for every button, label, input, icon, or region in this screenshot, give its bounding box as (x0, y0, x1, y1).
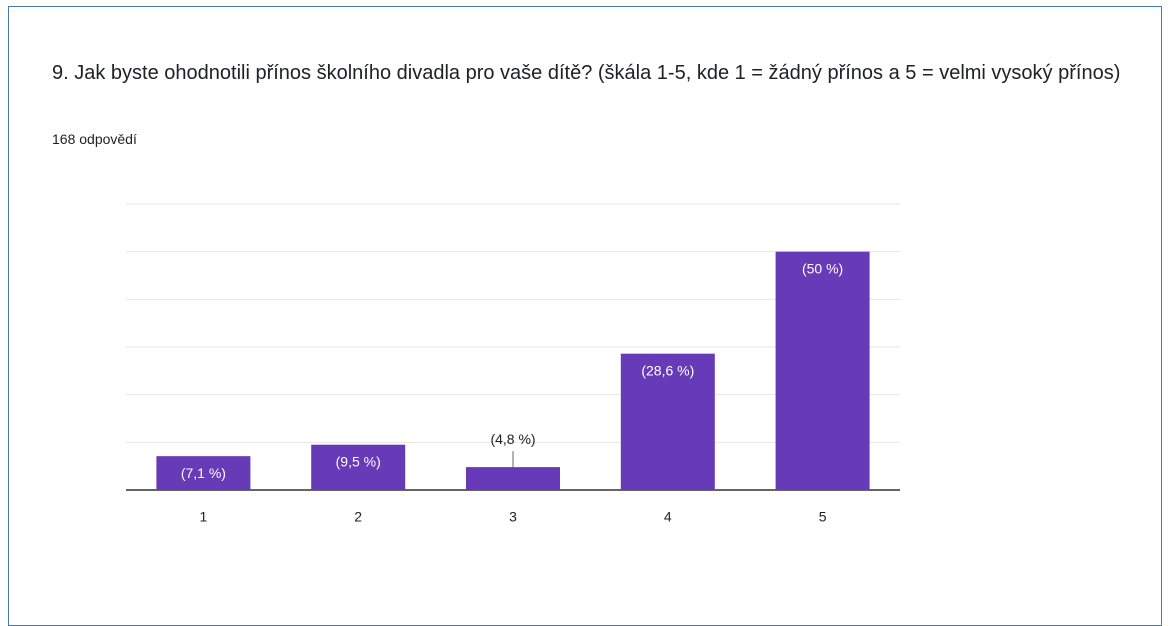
x-tick-label: 3 (509, 509, 517, 525)
x-tick-label: 2 (354, 509, 362, 525)
bar (311, 444, 406, 490)
question-title: 9. Jak byste ohodnotili přínos školního … (52, 62, 1121, 84)
x-tick-label: 1 (200, 509, 208, 525)
bar (775, 251, 870, 490)
bar (466, 467, 560, 490)
data-label: (7,1 %) (181, 465, 226, 481)
data-label: (50 %) (802, 260, 843, 276)
bar (620, 353, 715, 490)
page: 9. Jak byste ohodnotili přínos školního … (8, 6, 1162, 626)
data-label: (28,6 %) (641, 362, 694, 378)
x-tick-label: 5 (819, 509, 827, 525)
data-label: (4,8 %) (490, 431, 535, 447)
response-count: 168 odpovědí (52, 131, 137, 147)
x-tick-label: 4 (664, 509, 672, 525)
bar (156, 456, 251, 490)
data-label: (9,5 %) (336, 453, 381, 469)
chart: 1 (7,1 %) 2 (9,5 %) 3 (4,8 %) 4 (28,6 %) 5 (50 %) (126, 203, 900, 525)
